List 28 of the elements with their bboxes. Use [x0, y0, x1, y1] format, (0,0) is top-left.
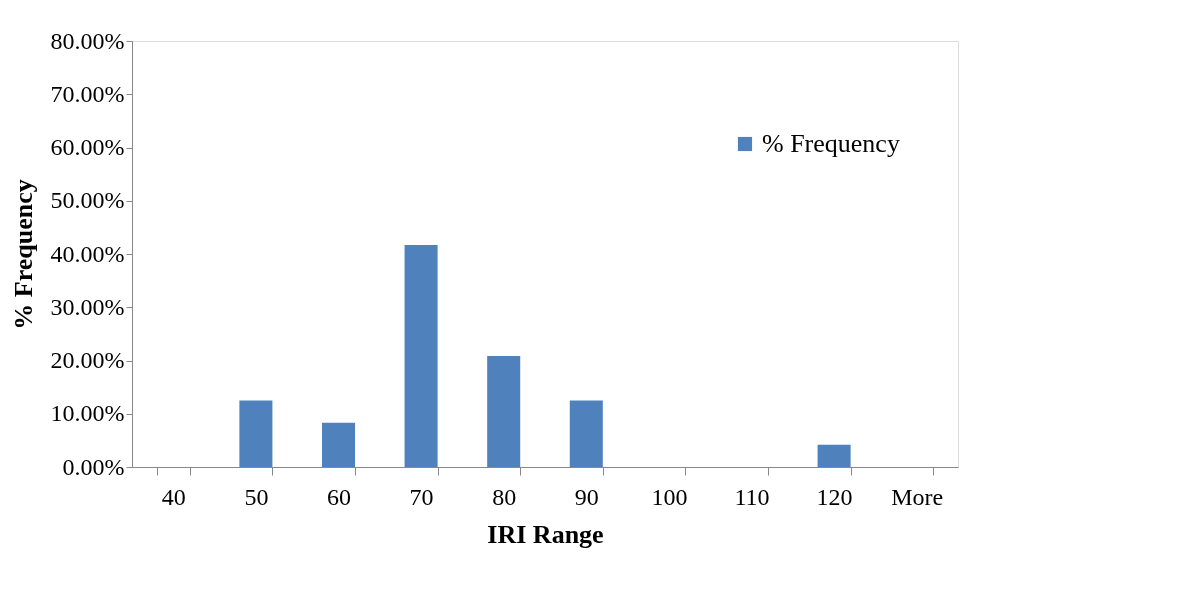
y-tick-label: 20.00% [50, 347, 125, 373]
legend-label: % Frequency [762, 129, 900, 158]
y-tick-label: 0.00% [62, 453, 125, 480]
x-tick-label: 120 [816, 483, 853, 510]
bar [404, 245, 438, 467]
y-tick-label: 40.00% [50, 240, 125, 267]
bar [321, 422, 356, 467]
bar [569, 400, 603, 467]
y-axis-title: % Frequency [8, 179, 38, 330]
y-tick-label: 60.00% [50, 134, 125, 160]
y-tick-label: 80.00% [50, 27, 125, 54]
x-tick-label: 110 [734, 483, 770, 510]
x-tick-label: 70 [409, 483, 434, 510]
bar [239, 400, 273, 467]
x-tick-label: 40 [161, 483, 186, 510]
x-tick-label: 50 [244, 483, 269, 510]
x-tick-label: 80 [492, 483, 517, 510]
y-tick-label: 30.00% [50, 293, 125, 320]
x-axis-title: IRI Range [487, 519, 604, 549]
x-tick-label: 90 [574, 483, 599, 510]
y-tick-label: 70.00% [50, 80, 125, 107]
y-tick-label: 50.00% [50, 187, 125, 214]
y-tick-label: 10.00% [50, 400, 125, 427]
x-tick-label: More [891, 483, 944, 510]
bar [487, 356, 521, 467]
bar [817, 444, 851, 467]
x-tick-label: 60 [327, 483, 351, 510]
x-tick-label: 100 [651, 483, 688, 510]
